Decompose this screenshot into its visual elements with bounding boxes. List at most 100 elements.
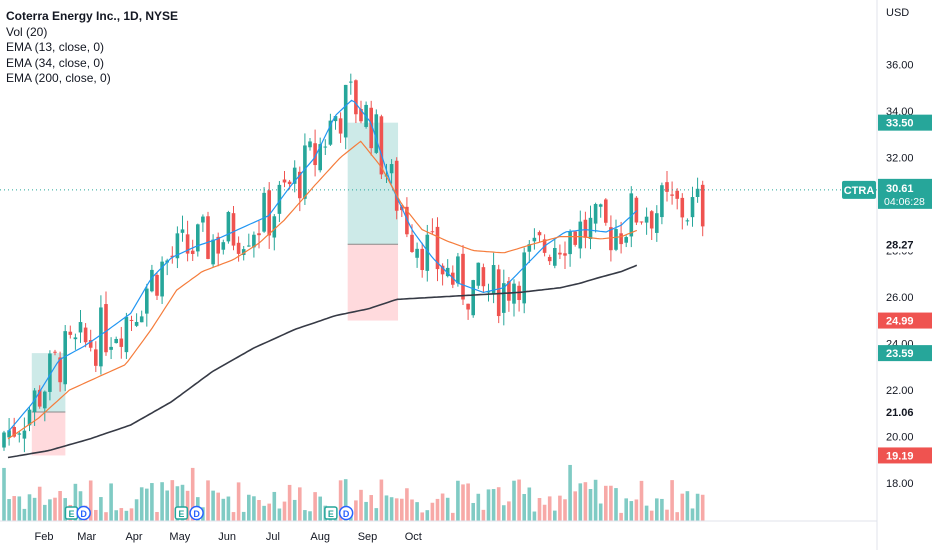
candle xyxy=(94,341,98,372)
candle xyxy=(282,171,287,188)
volume-bar xyxy=(619,512,623,521)
candle xyxy=(323,139,328,156)
volume-bar xyxy=(675,512,679,521)
volume-bars xyxy=(2,464,705,521)
candle xyxy=(43,390,47,422)
candle xyxy=(73,333,78,350)
volume-bar xyxy=(410,499,414,521)
candle xyxy=(553,238,557,269)
volume-bar xyxy=(522,494,526,521)
volume-bar xyxy=(165,490,169,521)
candle xyxy=(649,210,654,240)
candle xyxy=(134,313,139,328)
volume-bar xyxy=(644,505,649,521)
candle xyxy=(328,113,333,146)
candle xyxy=(456,252,460,287)
candle xyxy=(175,226,180,269)
candle xyxy=(394,157,399,220)
x-tick-label: Apr xyxy=(125,531,142,543)
volume-bar xyxy=(502,505,506,521)
candle xyxy=(486,283,491,302)
volume-bar xyxy=(430,502,435,521)
candle xyxy=(471,279,475,318)
earnings-marker[interactable]: E xyxy=(174,506,189,520)
volume-bar xyxy=(129,508,134,521)
svg-text:D: D xyxy=(80,509,87,519)
y-tick-label: 18.00 xyxy=(886,478,914,490)
volume-bar xyxy=(124,510,129,521)
earnings-marker[interactable]: E xyxy=(64,506,79,520)
volume-bar xyxy=(604,485,608,521)
candle xyxy=(32,388,37,426)
y-tick-label: 32.00 xyxy=(886,153,914,165)
volume-bar xyxy=(629,501,634,521)
chart-legend: Coterra Energy Inc., 1D, NYSE Vol (20) E… xyxy=(6,9,178,87)
volume-bar xyxy=(558,495,562,521)
indicator-ema-34[interactable]: EMA (34, close, 0) xyxy=(6,55,105,70)
dividend-marker[interactable]: D xyxy=(338,505,354,521)
volume-bar xyxy=(308,511,312,521)
candle xyxy=(655,205,659,242)
indicator-ema-13[interactable]: EMA (13, close, 0) xyxy=(6,40,105,54)
candle xyxy=(257,220,261,249)
candle xyxy=(527,240,532,264)
svg-text:21.06: 21.06 xyxy=(886,407,914,419)
volume-bar xyxy=(512,480,516,521)
volume-bar xyxy=(359,489,363,521)
dividend-marker[interactable]: D xyxy=(76,505,91,521)
candle xyxy=(318,137,322,173)
svg-text:E: E xyxy=(328,509,334,519)
candle xyxy=(604,198,608,226)
candle xyxy=(619,221,623,254)
volume-bar xyxy=(109,483,113,521)
candle xyxy=(420,242,424,278)
volume-bar xyxy=(7,499,11,521)
candle xyxy=(349,73,353,95)
candle xyxy=(292,160,297,193)
volume-bar xyxy=(700,494,705,521)
svg-text:D: D xyxy=(193,509,200,519)
symbol-title[interactable]: Coterra Energy Inc., 1D, NYSE xyxy=(6,9,179,23)
candle xyxy=(17,431,22,443)
candle xyxy=(221,239,226,255)
price-tag-entry: 21.06 xyxy=(878,403,932,420)
dividend-marker[interactable]: D xyxy=(189,505,204,521)
candle xyxy=(476,262,481,289)
volume-bar xyxy=(680,493,685,521)
volume-bar xyxy=(241,511,246,521)
candle xyxy=(522,247,526,314)
candle xyxy=(558,244,562,260)
volume-bar xyxy=(507,501,511,521)
price-tag-stop: 19.19 xyxy=(878,447,932,464)
candle xyxy=(68,325,73,339)
candle xyxy=(675,188,679,210)
volume-bar xyxy=(609,485,613,521)
volume-bar xyxy=(272,491,277,521)
candle xyxy=(236,236,241,262)
candle xyxy=(262,187,266,233)
long-position-aug-loss-zone[interactable] xyxy=(347,244,399,321)
candle xyxy=(170,246,175,264)
candle xyxy=(614,219,618,252)
volume-bar xyxy=(379,479,384,521)
volume-bar xyxy=(456,480,460,521)
volume-bar xyxy=(481,509,486,521)
long-position-jan-loss-zone[interactable] xyxy=(31,411,66,456)
candle xyxy=(598,203,603,218)
x-tick-label: Sep xyxy=(358,531,378,543)
earnings-marker[interactable]: E xyxy=(324,506,338,520)
candle xyxy=(338,112,343,143)
candle xyxy=(185,220,190,262)
indicator-ema-200[interactable]: EMA (200, close, 0) xyxy=(6,71,111,85)
volume-bar xyxy=(22,508,27,521)
volume-bar xyxy=(282,501,287,521)
candle xyxy=(578,210,583,259)
indicator-vol[interactable]: Vol (20) xyxy=(6,24,48,39)
volume-bar xyxy=(532,511,537,521)
volume-bar xyxy=(517,479,521,521)
svg-text:23.59: 23.59 xyxy=(886,348,914,360)
candle xyxy=(201,214,205,232)
svg-text:28.27: 28.27 xyxy=(886,239,914,251)
